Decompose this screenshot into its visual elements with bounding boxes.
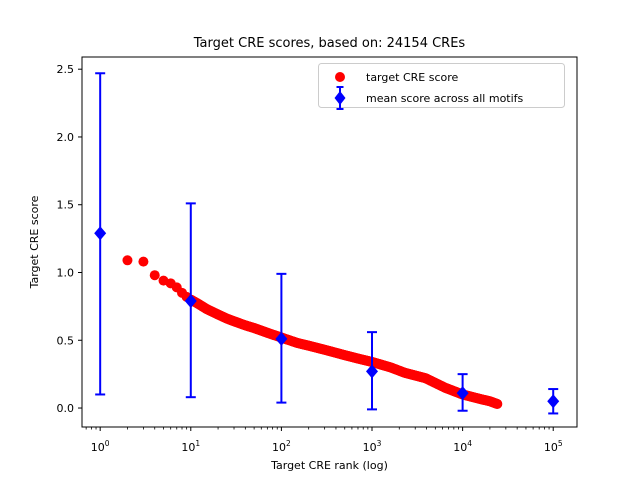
x-tick-label: 104 [453, 439, 472, 454]
legend-frame [318, 63, 565, 108]
y-tick-label: 1.0 [57, 266, 75, 279]
y-tick-label: 1.5 [57, 199, 75, 212]
target-score-dot [138, 256, 149, 267]
x-tick-label: 100 [91, 439, 110, 454]
legend-mean-diamond-icon [334, 91, 346, 105]
legend-target-score-icon [335, 72, 345, 82]
y-tick-label: 2.5 [57, 63, 75, 76]
legend-label-mean-score: mean score across all motifs [366, 92, 524, 105]
mean-score-diamond [184, 293, 197, 308]
legend-label-target-score: target CRE score [366, 71, 459, 84]
x-tick-label: 103 [363, 439, 382, 454]
series-target-cre-score [122, 255, 503, 409]
target-score-dot [122, 255, 133, 266]
plot-area-border [81, 56, 578, 428]
x-tick-label: 105 [544, 439, 563, 454]
mean-score-diamond [366, 364, 379, 379]
y-tick-label: 0.0 [57, 402, 75, 415]
chart-title: Target CRE scores, based on: 24154 CREs [193, 36, 466, 51]
mean-score-diamond [94, 226, 107, 241]
x-tick-label: 102 [272, 439, 291, 454]
series-mean-score [94, 72, 560, 415]
y-tick-label: 0.5 [57, 334, 75, 347]
mean-score-diamond [275, 331, 288, 346]
target-score-dot [149, 270, 160, 281]
mean-score-diamond [547, 394, 560, 409]
x-axis-label: Target CRE rank (log) [270, 459, 388, 472]
mean-score-diamond [456, 386, 469, 401]
y-tick-label: 2.0 [57, 131, 75, 144]
plot-layer: 100 101 102 103 104 105 0.0 0.5 1.0 1.5 2.0 2.5 [57, 56, 578, 454]
y-axis-label: Target CRE score [28, 195, 41, 289]
x-tick-label: 101 [181, 439, 200, 454]
legend: target CRE score mean score across all m… [318, 63, 565, 110]
